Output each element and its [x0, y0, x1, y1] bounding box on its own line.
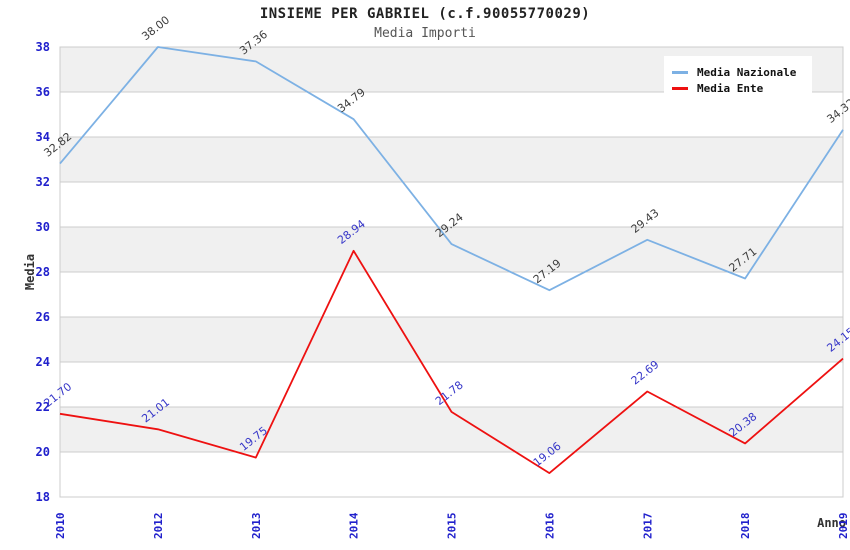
plot-band — [60, 182, 843, 227]
x-tick-label: 2019 — [837, 513, 850, 540]
plot-border — [59, 46, 844, 498]
y-tick-label: 18 — [36, 490, 50, 504]
x-tick-label: 2012 — [152, 513, 165, 540]
series-line-media-ente — [59, 249, 844, 475]
plot-band — [60, 317, 843, 362]
y-tick-label: 32 — [36, 175, 50, 189]
x-tick-label: 2014 — [348, 512, 361, 539]
legend: Media Nazionale Media Ente — [664, 56, 812, 105]
x-tick-label: 2018 — [739, 513, 752, 540]
y-tick-label: 22 — [36, 400, 50, 414]
legend-item-media-nazionale: Media Nazionale — [672, 66, 804, 79]
chart-title: INSIEME PER GABRIEL (c.f.90055770029) — [259, 6, 591, 22]
x-tick-label: 2017 — [641, 513, 654, 540]
x-tick-label: 2010 — [54, 513, 67, 540]
plot-band — [60, 227, 843, 272]
y-tick-label: 28 — [36, 265, 50, 279]
y-tick-label: 24 — [36, 355, 50, 369]
y-tick-label: 38 — [36, 40, 50, 54]
chart-subtitle: Media Importi — [374, 26, 476, 41]
plot-band — [60, 362, 843, 407]
y-tick-label: 36 — [36, 85, 50, 99]
legend-item-media-ente: Media Ente — [672, 82, 804, 95]
data-point-label-media-nazionale: 38.00 — [139, 13, 172, 43]
plot-band — [60, 272, 843, 317]
legend-swatch-media-ente — [672, 87, 688, 90]
y-tick-label: 34 — [36, 130, 50, 144]
legend-swatch-media-nazionale — [672, 71, 688, 74]
x-axis-title: Anno — [817, 516, 846, 530]
y-tick-label: 20 — [36, 445, 50, 459]
plot-band — [60, 407, 843, 452]
series-line-media-nazionale — [59, 46, 844, 292]
y-tick-label: 26 — [36, 310, 50, 324]
plot-band — [60, 137, 843, 182]
x-tick-label: 2015 — [446, 513, 459, 540]
legend-label-media-nazionale: Media Nazionale — [697, 66, 797, 79]
x-tick-label: 2016 — [543, 512, 556, 539]
legend-label-media-ente: Media Ente — [697, 82, 764, 95]
x-tick-label: 2013 — [250, 513, 263, 540]
plot-band — [60, 452, 843, 497]
y-tick-label: 30 — [36, 220, 50, 234]
